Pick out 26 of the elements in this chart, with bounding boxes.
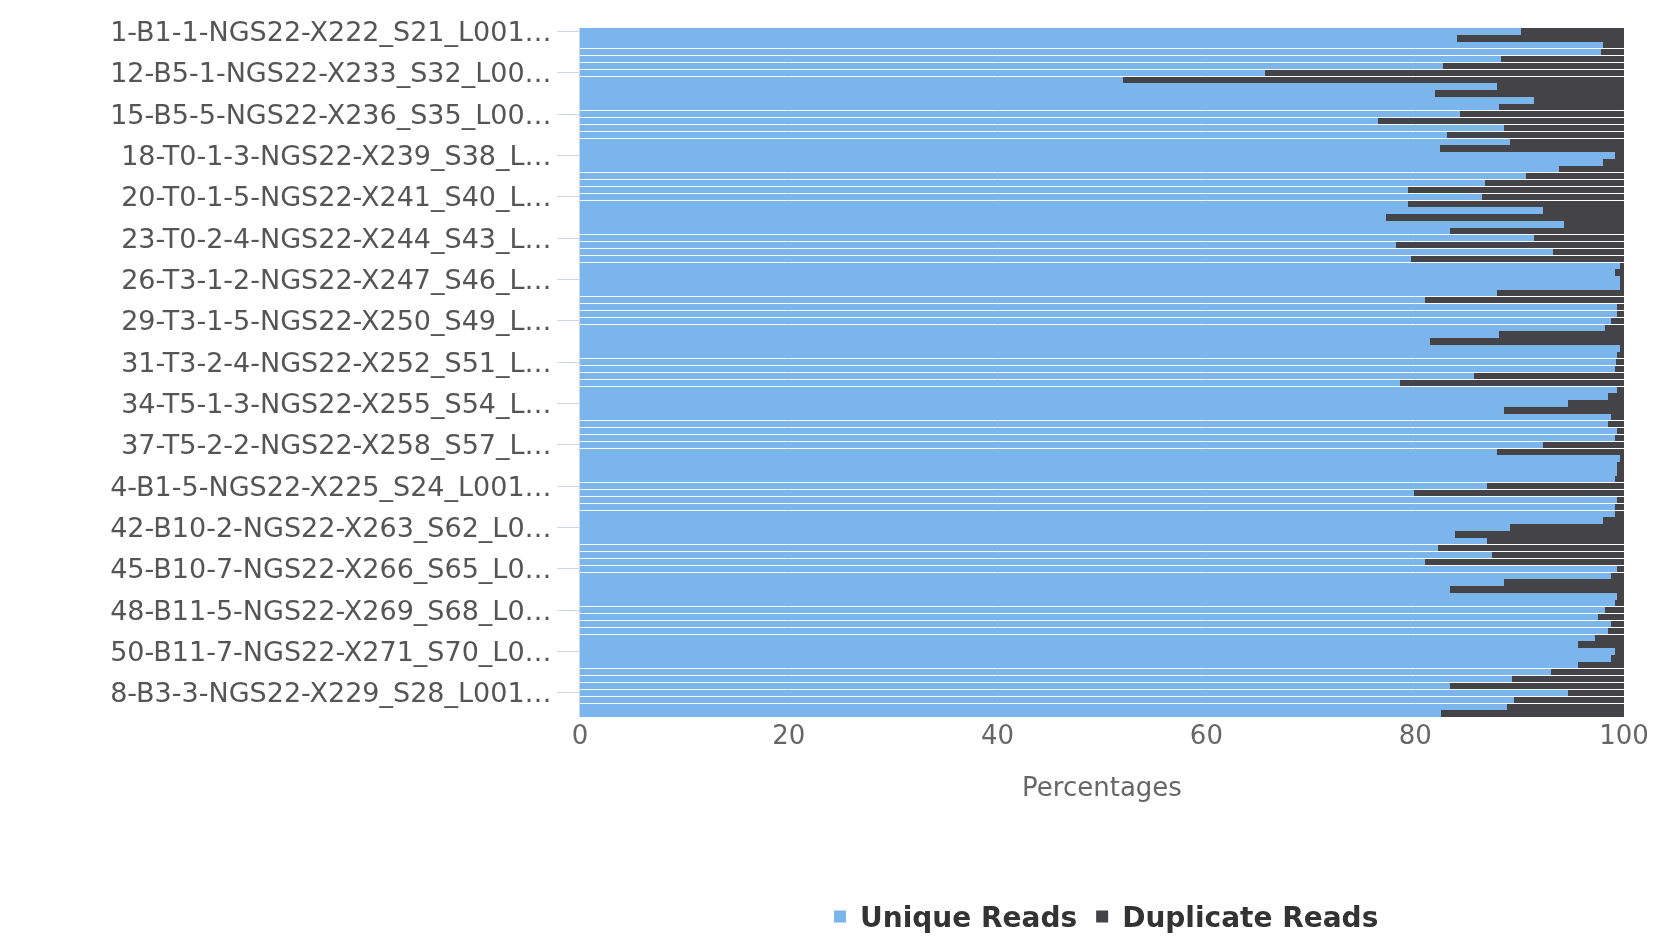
y-tick-label: 1-B1-1-NGS22-X222_S21_L001…: [110, 15, 552, 47]
y-tick-label: 8-B3-3-NGS22-X229_S28_L001…: [110, 677, 552, 709]
y-tick-label: 12-B5-1-NGS22-X233_S32_L00…: [110, 57, 552, 89]
y-tick-label: 18-T0-1-3-NGS22-X239_S38_L…: [121, 139, 552, 171]
y-tick-label: 29-T3-1-5-NGS22-X250_S49_L…: [121, 305, 552, 337]
y-tick-label: 15-B5-5-NGS22-X236_S35_L00…: [110, 98, 552, 130]
x-tick-label: 0: [571, 720, 589, 750]
y-tick-label: 26-T3-1-2-NGS22-X247_S46_L…: [121, 263, 552, 295]
x-tick-label: 80: [1398, 720, 1432, 750]
legend-label: Duplicate Reads: [1122, 901, 1379, 935]
y-tick-label: 34-T5-1-3-NGS22-X255_S54_L…: [121, 387, 552, 419]
y-tick-label: 50-B11-7-NGS22-X271_S70_L0…: [110, 636, 552, 667]
y-tick-label: 31-T3-2-4-NGS22-X252_S51_L…: [121, 346, 552, 378]
y-tick-label: 20-T0-1-5-NGS22-X241_S40_L…: [121, 181, 552, 213]
x-tick-label: 100: [1599, 720, 1649, 750]
x-tick-label: 60: [1189, 720, 1223, 750]
x-axis-title: Percentages: [1022, 771, 1182, 802]
legend-label: Unique Reads: [860, 901, 1078, 935]
x-tick-label: 40: [981, 720, 1015, 750]
y-tick-label: 48-B11-5-NGS22-X269_S68_L0…: [110, 594, 552, 626]
y-tick-label: 37-T5-2-2-NGS22-X258_S57_L…: [121, 429, 552, 461]
y-tick-label: 42-B10-2-NGS22-X263_S62_L0…: [110, 511, 552, 543]
x-tick-label: 20: [772, 720, 806, 750]
y-tick-label: 23-T0-2-4-NGS22-X244_S43_L…: [121, 222, 552, 254]
y-tick-label: 4-B1-5-NGS22-X225_S24_L001…: [110, 470, 552, 502]
y-tick-label: 45-B10-7-NGS22-X266_S65_L0…: [110, 553, 552, 585]
